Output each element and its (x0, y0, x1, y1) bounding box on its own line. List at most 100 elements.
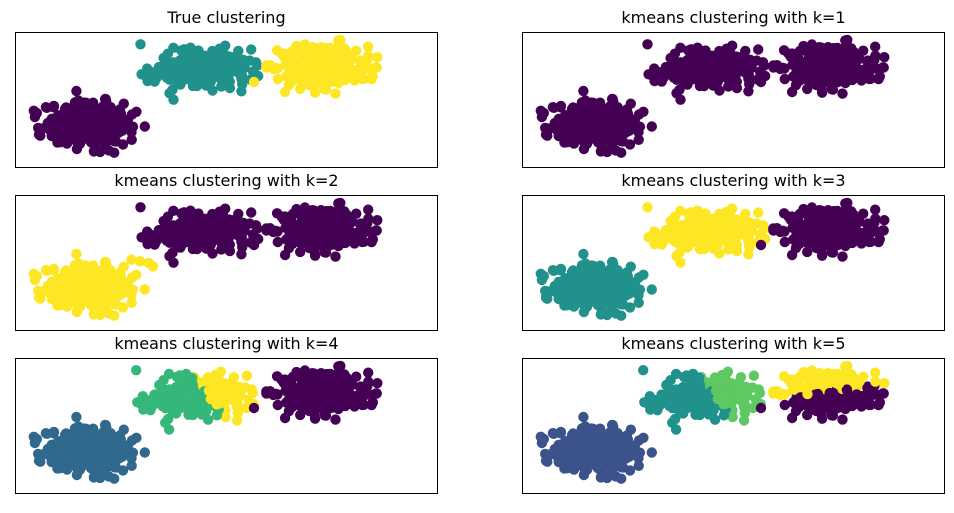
scatter-point (723, 225, 734, 236)
scatter-point (132, 397, 143, 408)
scatter-point (363, 367, 374, 378)
scatter-point (327, 215, 338, 226)
scatter-point (229, 227, 240, 238)
scatter-point (863, 64, 875, 75)
scatter-point (136, 69, 147, 80)
scatter-point (715, 58, 726, 69)
scatter-point (834, 215, 845, 226)
panel-title-k5: kmeans clustering with k=5 (621, 334, 846, 353)
scatter-point (661, 224, 672, 236)
scatter-point (351, 45, 362, 56)
scatter-point (755, 239, 767, 251)
scatter-point (321, 205, 332, 217)
scatter-point (371, 62, 382, 73)
scatter-point (193, 239, 204, 250)
scatter-point (824, 224, 835, 236)
scatter-point (678, 76, 689, 87)
scatter-point (100, 419, 111, 431)
scatter-point (229, 64, 240, 75)
scatter-point (214, 206, 225, 217)
scatter-point (211, 390, 223, 401)
scatter-point (755, 76, 767, 88)
scatter-point (768, 225, 779, 236)
scatter-point (116, 451, 128, 462)
scatter-point (642, 202, 653, 213)
scatter-point (228, 372, 240, 383)
scatter-point (286, 216, 297, 227)
scatter-point (327, 52, 338, 63)
panel-frame (15, 195, 438, 331)
scatter-point (793, 53, 804, 64)
scatter-point (721, 43, 732, 54)
scatter-point (295, 409, 306, 421)
scatter-point (184, 228, 195, 240)
scatter-point (189, 405, 200, 416)
scatter-point (701, 63, 713, 74)
scatter-point (344, 389, 355, 400)
scatter-point (828, 205, 839, 217)
scatter-point (691, 65, 702, 77)
scatter-point (674, 230, 685, 241)
scatter-point (318, 403, 329, 414)
points-3 (535, 197, 890, 321)
scatter-point (559, 123, 570, 135)
scatter-point (67, 102, 79, 113)
scatter-point (126, 460, 137, 471)
scatter-point (126, 435, 138, 446)
scatter-point (317, 387, 328, 399)
scatter-point (555, 263, 567, 275)
scatter-point (88, 146, 100, 157)
scatter-point (95, 283, 107, 294)
points-5 (535, 360, 890, 484)
scatter-point (870, 204, 881, 215)
scatter-point (625, 261, 636, 272)
scatter-point (168, 57, 179, 69)
scatter-point (363, 376, 374, 387)
scatter-point (118, 261, 129, 272)
scatter-point (581, 280, 592, 291)
scatter-point (848, 72, 860, 83)
scatter-point (624, 302, 636, 313)
scatter-point (305, 225, 316, 237)
scatter-point (197, 400, 208, 411)
scatter-point (351, 208, 362, 219)
scatter-point (248, 76, 260, 88)
scatter-point (777, 225, 788, 236)
scatter-point (736, 227, 747, 238)
scatter-point (295, 388, 306, 400)
scatter-point (708, 71, 720, 83)
scatter-point (334, 58, 346, 69)
scatter-point (78, 423, 90, 434)
scatter-point (95, 120, 107, 131)
scatter-point (878, 62, 889, 73)
scatter-point (216, 225, 227, 236)
scatter-point (317, 224, 328, 236)
scatter-point (81, 271, 92, 282)
scatter-point (272, 399, 283, 411)
scatter-point (341, 398, 353, 409)
scatter-point (802, 246, 813, 258)
scatter-point (848, 235, 860, 246)
scatter-point (372, 378, 383, 389)
scatter-point (189, 49, 200, 60)
scatter-point (571, 279, 582, 291)
scatter-point (330, 88, 341, 99)
scatter-point (605, 110, 616, 121)
scatter-point (45, 116, 57, 128)
scatter-point (813, 241, 824, 252)
scatter-point (305, 216, 316, 227)
scatter-point (356, 64, 368, 75)
scatter-point (84, 296, 96, 307)
scatter-point (330, 239, 342, 250)
scatter-point (842, 34, 853, 46)
scatter-point (803, 49, 815, 60)
scatter-point (126, 109, 138, 120)
scatter-point (675, 42, 686, 53)
scatter-point (335, 197, 346, 209)
scatter-point (224, 82, 236, 94)
scatter-point (139, 121, 150, 132)
scatter-point (858, 45, 869, 56)
scatter-point (283, 243, 295, 254)
